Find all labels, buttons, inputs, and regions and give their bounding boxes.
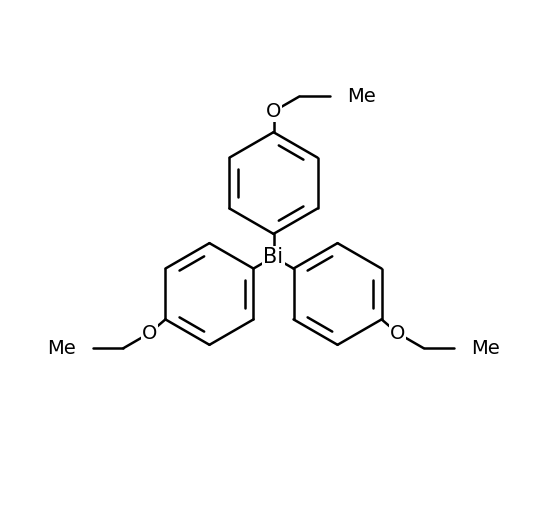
Text: Bi: Bi [264,247,283,267]
Text: O: O [266,102,281,121]
Text: Me: Me [347,87,376,106]
Text: Me: Me [47,339,75,358]
Text: O: O [390,324,405,343]
Text: Me: Me [472,339,500,358]
Text: O: O [142,324,157,343]
